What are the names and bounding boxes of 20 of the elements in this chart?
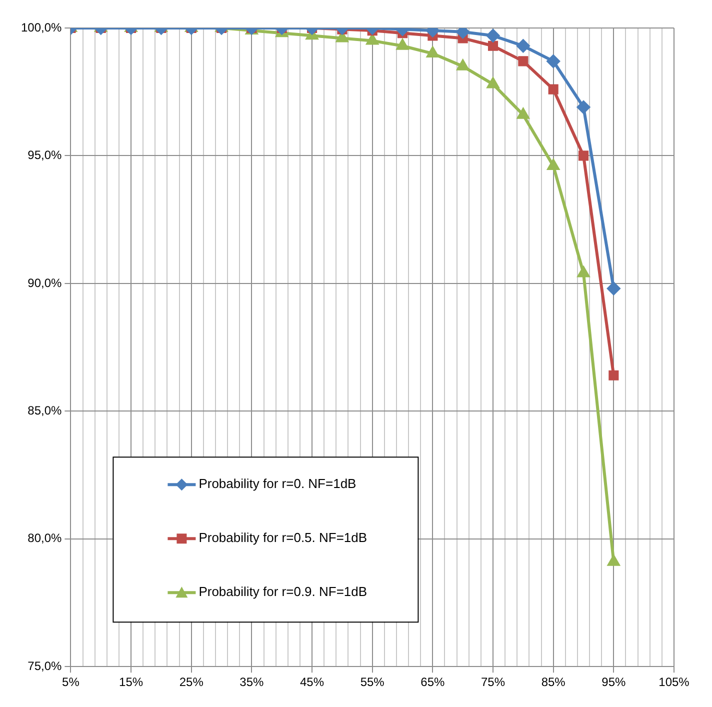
legend-label: Probability for r=0.5. NF=1dB (198, 530, 368, 546)
legend-label: Probability for r=0.9. NF=1dB (198, 584, 368, 600)
x-tick-label: 25% (179, 675, 204, 690)
x-tick-label: 65% (420, 675, 446, 690)
y-tick-label: 80,0% (28, 531, 62, 546)
y-tick-label: 85,0% (28, 403, 62, 418)
x-tick-label: 75% (480, 675, 506, 690)
x-tick-label: 5% (62, 675, 80, 690)
x-tick-label: 55% (360, 675, 385, 690)
x-tick-label: 85% (541, 675, 566, 690)
y-tick-label: 75,0% (28, 658, 62, 673)
y-tick-label: 100,0% (20, 20, 62, 34)
x-tick-label: 35% (240, 675, 264, 690)
x-tick-label: 45% (300, 675, 324, 690)
y-tick-label: 95,0% (28, 148, 62, 162)
legend-label: Probability for r=0. NF=1dB (198, 476, 356, 492)
y-tick-label: 90,0% (28, 276, 62, 290)
x-tick-label: 15% (119, 675, 144, 690)
x-tick-label: 105% (658, 675, 690, 690)
x-tick-label: 95% (602, 675, 626, 690)
